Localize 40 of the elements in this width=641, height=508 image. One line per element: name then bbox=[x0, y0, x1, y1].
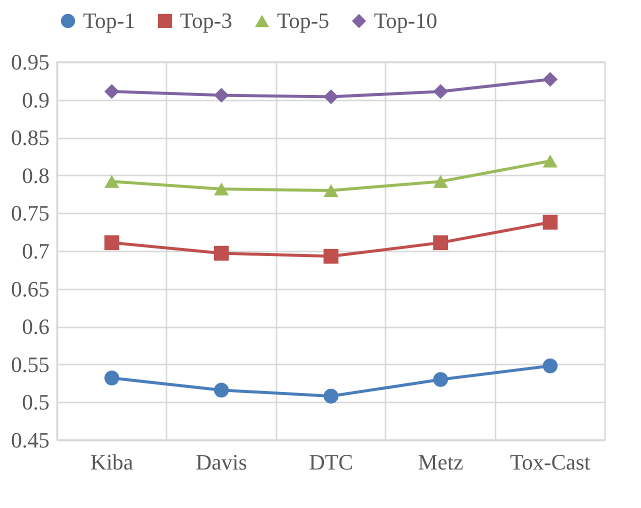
point bbox=[214, 182, 229, 196]
point bbox=[433, 372, 448, 387]
y-tick-label: 0.95 bbox=[11, 50, 50, 74]
point bbox=[104, 370, 120, 386]
x-tick-label: Tox-Cast bbox=[510, 450, 590, 474]
legend-label: Top-5 bbox=[277, 8, 330, 33]
point bbox=[433, 235, 448, 250]
y-tick-label: 0.45 bbox=[11, 428, 50, 452]
point bbox=[214, 382, 229, 398]
legend-label: Top-1 bbox=[83, 8, 136, 33]
legend-label: Top-3 bbox=[180, 8, 232, 33]
y-tick-label: 0.85 bbox=[11, 125, 50, 150]
y-tick-label: 0.8 bbox=[22, 162, 50, 188]
y-tick-label: 0.75 bbox=[11, 200, 50, 226]
point bbox=[324, 248, 338, 264]
point bbox=[542, 154, 558, 168]
x-tick-label: Kiba bbox=[90, 450, 134, 474]
point bbox=[433, 84, 448, 99]
y-tick-label: 0.65 bbox=[11, 276, 50, 302]
point bbox=[324, 89, 338, 104]
y-tick-label: 0.9 bbox=[22, 87, 50, 112]
y-tick-label: 0.5 bbox=[22, 390, 50, 415]
x-tick-label: Davis bbox=[196, 450, 248, 474]
point bbox=[324, 184, 338, 197]
y-tick-label: 0.6 bbox=[22, 314, 50, 340]
point bbox=[542, 358, 558, 374]
y-tick-label: 0.7 bbox=[22, 238, 50, 264]
x-tick-label: DTC bbox=[309, 450, 353, 474]
point bbox=[104, 235, 120, 250]
point bbox=[214, 88, 229, 103]
point bbox=[104, 84, 120, 99]
x-tick-label: Metz bbox=[418, 450, 464, 474]
point bbox=[542, 214, 558, 230]
point bbox=[542, 72, 558, 87]
point bbox=[214, 246, 229, 261]
legend-label: Top-10 bbox=[374, 8, 438, 33]
point bbox=[433, 175, 448, 188]
point bbox=[324, 388, 338, 404]
point bbox=[104, 175, 120, 188]
y-tick-label: 0.55 bbox=[11, 352, 50, 377]
